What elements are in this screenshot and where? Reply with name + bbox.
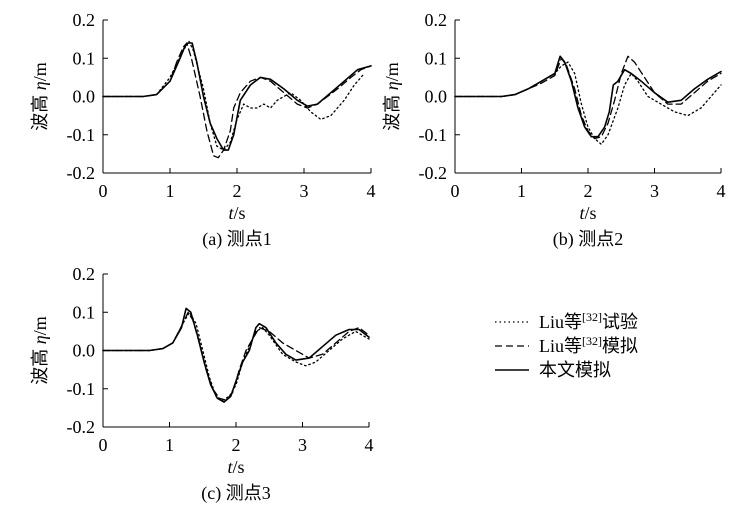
legend-label: Liu等[32]试验 xyxy=(539,310,638,332)
x-tick-label: 0 xyxy=(99,435,108,455)
series-line-dashed xyxy=(102,311,370,401)
x-axis-label: t/s xyxy=(579,203,596,223)
x-tick-label: 4 xyxy=(717,181,726,201)
x-tick-label: 0 xyxy=(451,181,460,201)
y-tick-label: -0.2 xyxy=(67,417,96,437)
y-tick-label: 0.0 xyxy=(425,87,448,107)
y-tick-label: -0.2 xyxy=(67,163,96,183)
y-tick-label: 0.0 xyxy=(73,341,96,361)
y-tick-label: 0.0 xyxy=(73,87,96,107)
x-axis-label: t/s xyxy=(227,457,244,477)
y-tick-label: -0.1 xyxy=(419,125,448,145)
chart-panel-2: -0.2 -0.1 0.0 0.1 0.2 0 1 2 3 4 t/s 波高 η/m (b) 测点2 xyxy=(382,10,726,250)
x-tick-label: 3 xyxy=(298,435,307,455)
chart-panel-3: -0.2 -0.1 0.0 0.1 0.2 0 1 2 3 4 t/s 波高 η/m (c) 测点3 xyxy=(30,264,374,504)
x-tick-label: 1 xyxy=(517,181,526,201)
legend-label: Liu等[32]模拟 xyxy=(539,334,638,356)
series-line-dashed xyxy=(102,42,372,159)
panel-caption: (c) 测点3 xyxy=(201,483,270,504)
x-tick-label: 2 xyxy=(232,435,241,455)
x-tick-label: 0 xyxy=(99,181,108,201)
x-tick-label: 1 xyxy=(165,435,174,455)
chart-panel-1: -0.2 -0.1 0.0 0.1 0.2 0 1 2 3 4 t/s 波高 η/m (a) 测点1 xyxy=(30,10,376,250)
x-tick-label: 3 xyxy=(300,181,309,201)
y-tick-label: 0.1 xyxy=(73,48,96,68)
y-tick-label: -0.1 xyxy=(67,125,96,145)
series-line-solid xyxy=(454,55,722,138)
y-tick-label: 0.1 xyxy=(425,48,448,68)
y-axis-label: 波高 η/m xyxy=(30,62,50,130)
y-tick-label: 0.2 xyxy=(425,10,448,30)
y-tick-label: 0.2 xyxy=(73,264,96,284)
x-tick-label: 3 xyxy=(650,181,659,201)
x-tick-label: 4 xyxy=(367,181,376,201)
series-line-dashed xyxy=(454,55,722,140)
x-tick-label: 2 xyxy=(233,181,242,201)
series-line-dotted xyxy=(102,311,370,401)
legend-label: 本文模拟 xyxy=(539,360,611,380)
series-line-solid xyxy=(102,307,370,403)
x-axis-label: t/s xyxy=(228,203,245,223)
x-tick-label: 4 xyxy=(365,435,374,455)
series-line-solid xyxy=(102,42,372,151)
x-tick-label: 1 xyxy=(166,181,175,201)
y-tick-label: 0.2 xyxy=(73,10,96,30)
y-tick-label: -0.2 xyxy=(419,163,448,183)
y-axis-label: 波高 η/m xyxy=(30,316,50,384)
panel-caption: (b) 测点2 xyxy=(553,229,624,250)
y-tick-label: 0.1 xyxy=(73,302,96,322)
x-tick-label: 2 xyxy=(584,181,593,201)
panel-caption: (a) 测点1 xyxy=(202,229,271,250)
y-tick-label: -0.1 xyxy=(67,379,96,399)
y-axis-label: 波高 η/m xyxy=(382,62,402,130)
